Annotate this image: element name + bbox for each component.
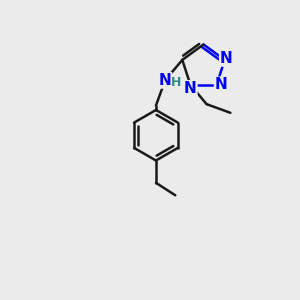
Text: H: H — [171, 76, 182, 89]
Text: N: N — [220, 51, 233, 66]
Text: N: N — [159, 73, 172, 88]
Text: N: N — [184, 81, 197, 96]
Text: N: N — [215, 77, 227, 92]
